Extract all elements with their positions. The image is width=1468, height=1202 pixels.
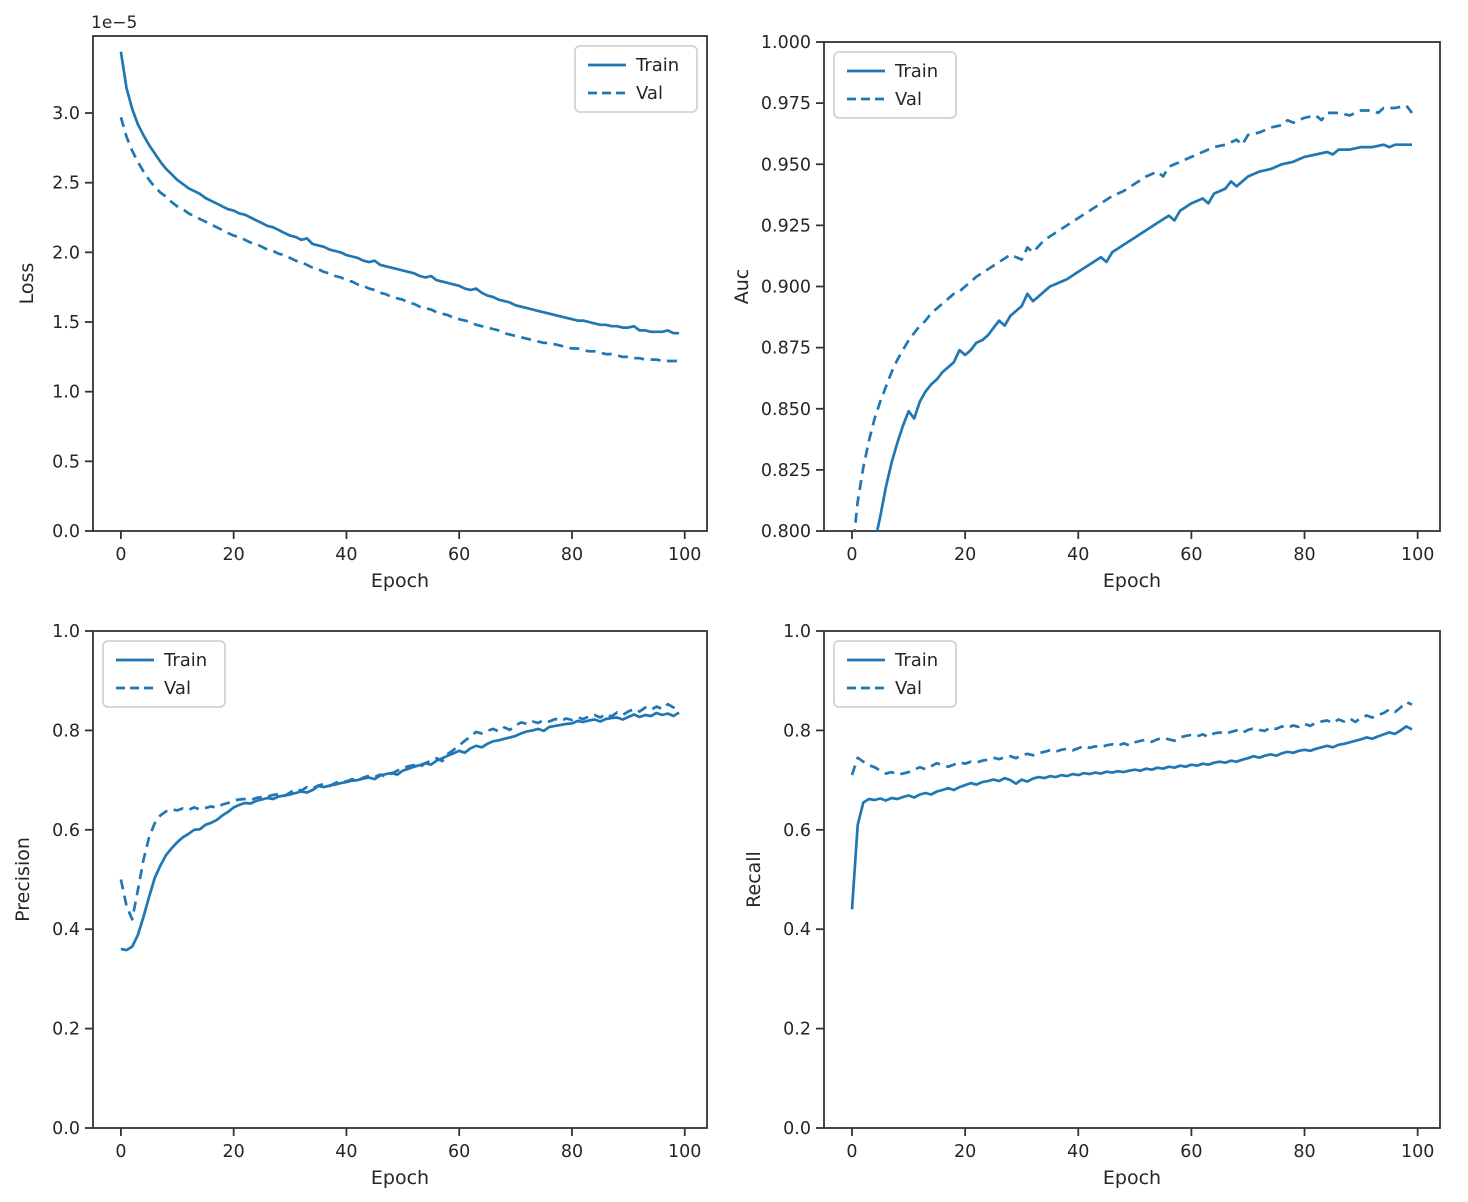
x-tick-label: 60 [448, 545, 470, 565]
y-tick-label: 2.0 [52, 243, 80, 263]
x-tick-label: 100 [1401, 1142, 1434, 1162]
y-axis-offset-text: 1e−5 [91, 13, 137, 33]
x-tick-label: 100 [1401, 545, 1434, 565]
x-tick-label: 60 [1180, 545, 1202, 565]
x-tick-label: 20 [223, 545, 245, 565]
legend-box [102, 640, 226, 708]
x-axis-label: Epoch [371, 570, 429, 592]
x-tick-label: 40 [1067, 545, 1089, 565]
y-tick-label: 0.875 [761, 339, 811, 359]
x-tick-label: 20 [954, 1142, 976, 1162]
y-tick-label: 1.0 [52, 622, 80, 642]
x-tick-label: 100 [668, 545, 701, 565]
y-tick-label: 3.0 [52, 104, 80, 124]
legend-label-val: Val [895, 89, 922, 110]
y-axis-label: Precision [12, 837, 34, 922]
y-tick-label: 0.900 [761, 278, 811, 298]
y-tick-label: 0.8 [783, 721, 811, 741]
x-tick-label: 80 [1293, 1142, 1315, 1162]
legend-box [833, 640, 957, 708]
y-tick-label: 1.0 [783, 622, 811, 642]
x-axis-label: Epoch [371, 1167, 429, 1189]
val-line [119, 702, 680, 921]
legend-label-val: Val [895, 678, 922, 699]
legend-label-train: Train [635, 55, 679, 76]
legend-label-train: Train [894, 61, 938, 82]
y-axis-label: Auc [734, 269, 753, 305]
x-tick-label: 40 [335, 1142, 357, 1162]
y-tick-label: 0.975 [761, 94, 811, 114]
auc-chart-canvas: 0 20 40 60 80 100 0.800 0.825 0.850 0.875 0.900 0.9… [734, 33, 1441, 592]
y-tick-label: 0.2 [783, 1020, 811, 1040]
y-tick-label: 0.850 [761, 400, 811, 420]
subplot-loss: 0 20 40 60 80 100 0.0 0.5 1.0 1.5 2.0 2.5 3.0 Epoch Lo… [0, 0, 734, 601]
val-line [853, 104, 1414, 531]
legend-label-val: Val [164, 678, 191, 699]
train-line [120, 711, 680, 952]
train-line [119, 51, 680, 335]
legend-box [833, 51, 957, 119]
subplot-auc: 0 20 40 60 80 100 0.800 0.825 0.850 0.875 0.900 0.9… [734, 0, 1468, 601]
legend-label-train: Train [894, 650, 938, 671]
val-line [119, 116, 680, 363]
x-tick-label: 20 [223, 1142, 245, 1162]
subplot-precision: 0 20 40 60 80 100 0.0 0.2 0.4 0.6 0.8 1.0 Epoch Preci… [0, 601, 734, 1202]
y-tick-label: 0.8 [52, 721, 80, 741]
y-tick-label: 0.6 [783, 821, 811, 841]
y-tick-label: 0.0 [783, 1119, 811, 1139]
legend-label-val: Val [636, 83, 663, 104]
x-tick-label: 80 [1293, 545, 1315, 565]
legend-label-train: Train [163, 650, 207, 671]
legend-box [574, 45, 698, 113]
x-axis-label: Epoch [1103, 570, 1161, 592]
y-tick-label: 0.5 [52, 452, 80, 472]
x-tick-label: 60 [448, 1142, 470, 1162]
x-tick-label: 40 [1067, 1142, 1089, 1162]
y-tick-label: 0.800 [761, 522, 811, 542]
y-tick-label: 0.925 [761, 216, 811, 236]
x-tick-label: 0 [115, 1142, 126, 1162]
x-axis-label: Epoch [1103, 1167, 1161, 1189]
y-axis-label: Recall [743, 851, 765, 908]
y-tick-label: 2.5 [52, 174, 80, 194]
precision-chart-canvas: 0 20 40 60 80 100 0.0 0.2 0.4 0.6 0.8 1.0 Epoch Preci… [12, 622, 708, 1189]
y-tick-label: 0.6 [52, 821, 80, 841]
axes-spines [92, 630, 708, 1129]
y-tick-label: 0.0 [52, 1119, 80, 1139]
y-tick-label: 0.950 [761, 155, 811, 175]
recall-chart-canvas: 0 20 40 60 80 100 0.0 0.2 0.4 0.6 0.8 1.0 Epoch Recal… [743, 622, 1441, 1189]
y-tick-label: 1.0 [52, 383, 80, 403]
y-tick-label: 0.2 [52, 1020, 80, 1040]
y-tick-label: 0.4 [52, 920, 80, 940]
x-tick-label: 100 [668, 1142, 701, 1162]
x-tick-label: 0 [115, 545, 126, 565]
y-tick-label: 1.5 [52, 313, 80, 333]
x-tick-label: 0 [846, 545, 857, 565]
loss-chart-canvas: 0 20 40 60 80 100 0.0 0.5 1.0 1.5 2.0 2.5 3.0 Epoch Lo… [16, 13, 708, 592]
x-tick-label: 40 [335, 545, 357, 565]
y-tick-label: 0.4 [783, 920, 811, 940]
y-tick-label: 0.0 [52, 522, 80, 542]
y-axis-label: Loss [16, 263, 38, 305]
axes-spines [823, 630, 1441, 1129]
subplot-recall: 0 20 40 60 80 100 0.0 0.2 0.4 0.6 0.8 1.0 Epoch Recal… [734, 601, 1468, 1202]
x-tick-label: 60 [1180, 1142, 1202, 1162]
train-line [850, 725, 1413, 910]
val-line [850, 700, 1413, 776]
x-tick-label: 20 [954, 545, 976, 565]
x-tick-label: 80 [561, 545, 583, 565]
train-line [875, 143, 1412, 531]
y-tick-label: 0.825 [761, 461, 811, 481]
y-tick-label: 1.000 [761, 33, 811, 53]
x-tick-label: 80 [561, 1142, 583, 1162]
axes-spines [92, 35, 708, 532]
x-tick-label: 0 [846, 1142, 857, 1162]
